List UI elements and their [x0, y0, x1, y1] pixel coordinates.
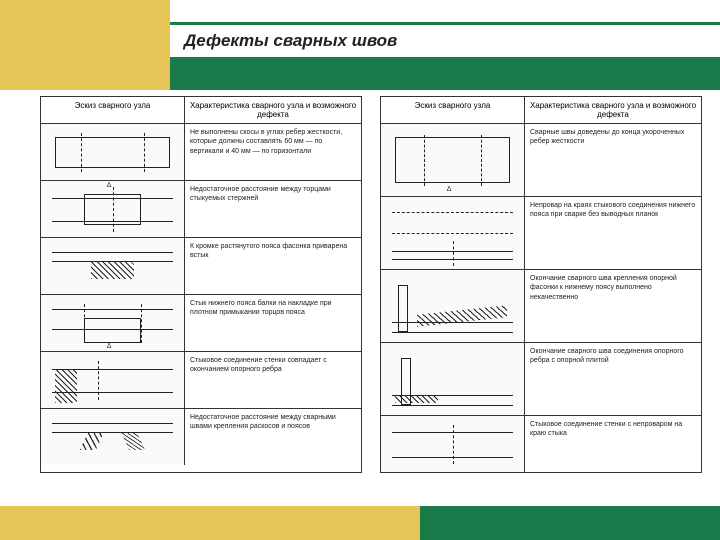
table-row: Стыковое соединение стенки с непроваром …: [381, 416, 701, 472]
desc-cell: Недостаточное расстояние между сварными …: [185, 409, 361, 465]
sketch-cell: [41, 124, 185, 180]
sketch-cell: Δ: [381, 124, 525, 196]
table-row: Недостаточное расстояние между сварными …: [41, 409, 361, 465]
desc-cell: Не выполнены скосы в углах ребер жесткос…: [185, 124, 361, 180]
table-row: Окончание сварного шва соединения опорно…: [381, 343, 701, 416]
desc-cell: Окончание сварного шва соединения опорно…: [525, 343, 701, 415]
table-row: Стыковое соединение стенки совпадает с о…: [41, 352, 361, 409]
sketch-cell: [381, 270, 525, 342]
sketch-cell: [381, 343, 525, 415]
title-bar: Дефекты сварных швов: [170, 22, 720, 60]
col-header-desc: Характеристика сварного узла и возможног…: [525, 97, 701, 123]
sketch-cell: [381, 197, 525, 269]
table-header: Эскиз сварного узла Характеристика сварн…: [381, 97, 701, 124]
sketch-cell: [41, 238, 185, 294]
decor-green-strip: [170, 60, 720, 90]
desc-cell: Недостаточное расстояние между торцами с…: [185, 181, 361, 237]
desc-cell: К кромке растянутого пояса фасонка прива…: [185, 238, 361, 294]
sketch-cell: Δ: [41, 295, 185, 351]
table-row: Δ Сварные швы доведены до конца укорочен…: [381, 124, 701, 197]
sketch-cell: [41, 352, 185, 408]
desc-cell: Стыковое соединение стенки с непроваром …: [525, 416, 701, 472]
desc-cell: Сварные швы доведены до конца укороченны…: [525, 124, 701, 196]
desc-cell: Окончание сварного шва крепления опорной…: [525, 270, 701, 342]
sketch-cell: [381, 416, 525, 472]
table-row: Δ Недостаточное расстояние между торцами…: [41, 181, 361, 238]
table-right: Эскиз сварного узла Характеристика сварн…: [380, 96, 702, 473]
sketch-cell: [41, 409, 185, 465]
desc-cell: Стык нижнего пояса балки на накладке при…: [185, 295, 361, 351]
table-row: Не выполнены скосы в углах ребер жесткос…: [41, 124, 361, 181]
decor-bottom-yellow: [0, 506, 420, 540]
table-row: Δ Стык нижнего пояса балки на накладке п…: [41, 295, 361, 352]
table-header: Эскиз сварного узла Характеристика сварн…: [41, 97, 361, 124]
col-header-desc: Характеристика сварного узла и возможног…: [185, 97, 361, 123]
table-row: Окончание сварного шва крепления опорной…: [381, 270, 701, 343]
page-title: Дефекты сварных швов: [184, 31, 397, 51]
sketch-cell: Δ: [41, 181, 185, 237]
desc-cell: Стыковое соединение стенки совпадает с о…: [185, 352, 361, 408]
desc-cell: Непровар на краях стыкового соединения н…: [525, 197, 701, 269]
table-row: Непровар на краях стыкового соединения н…: [381, 197, 701, 270]
col-header-sketch: Эскиз сварного узла: [41, 97, 185, 123]
decor-bottom-green: [420, 506, 720, 540]
table-row: К кромке растянутого пояса фасонка прива…: [41, 238, 361, 295]
table-left: Эскиз сварного узла Характеристика сварн…: [40, 96, 362, 473]
col-header-sketch: Эскиз сварного узла: [381, 97, 525, 123]
content-area: Эскиз сварного узла Характеристика сварн…: [40, 96, 702, 473]
decor-top-left-yellow: [0, 0, 170, 90]
